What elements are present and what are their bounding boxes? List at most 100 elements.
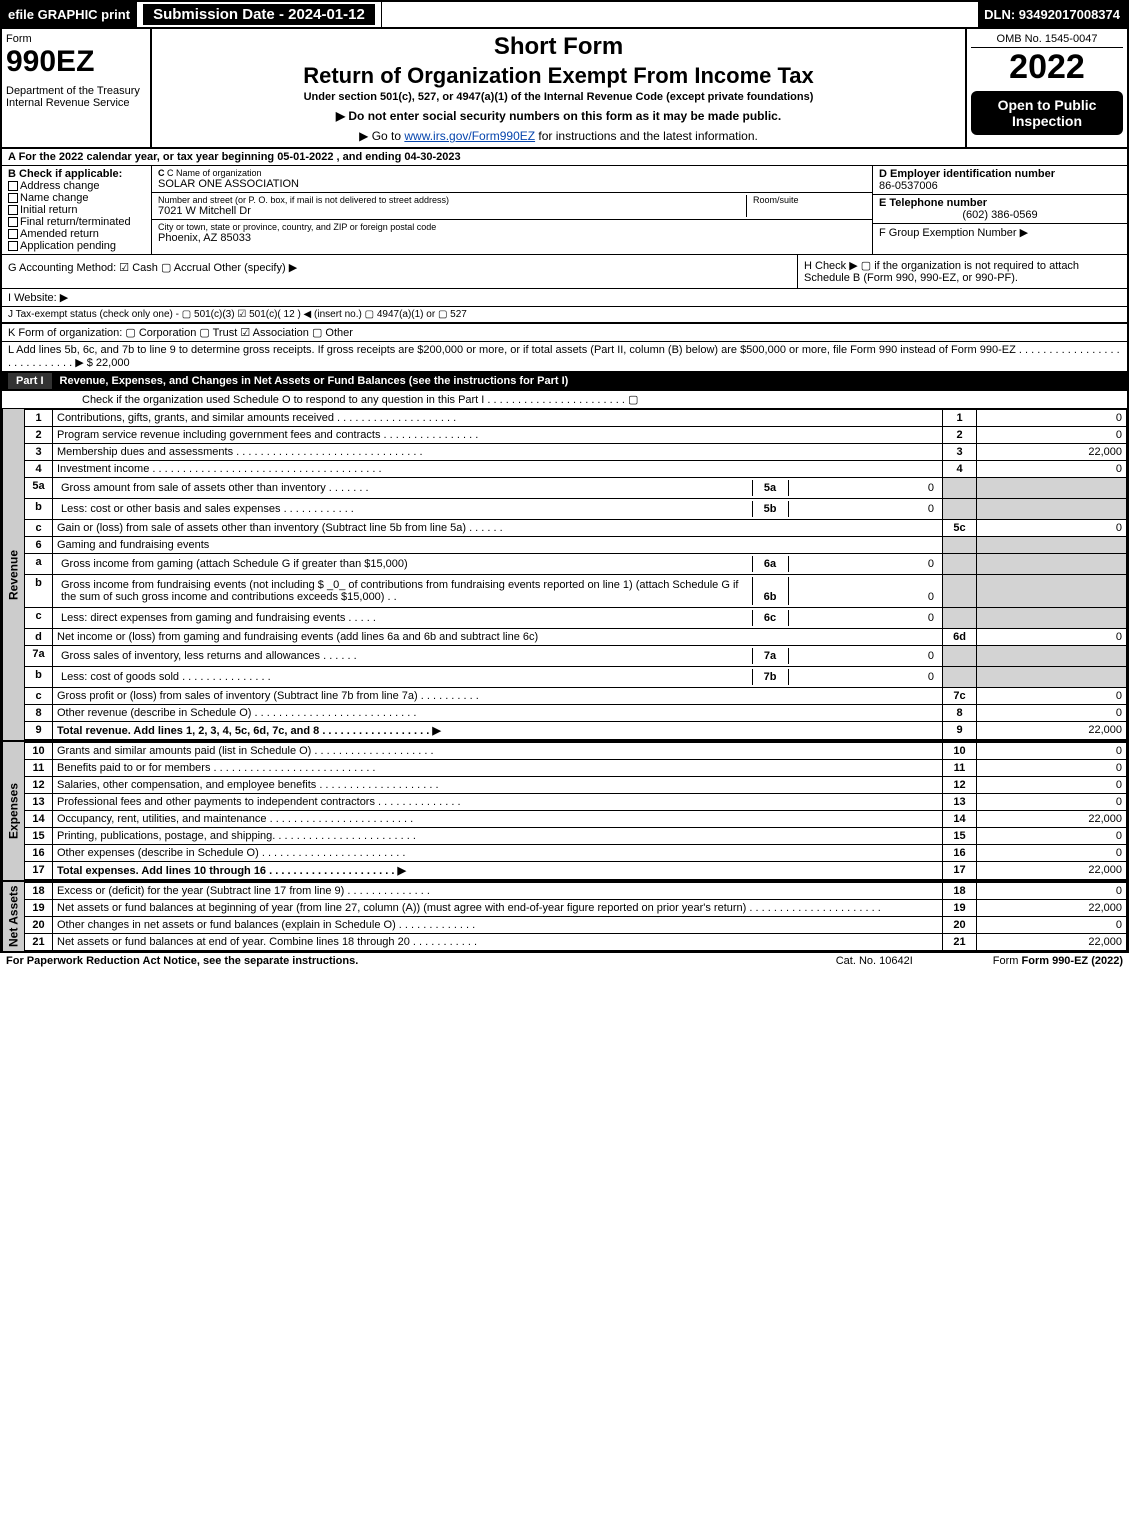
l7b-d: Less: cost of goods sold . . . . . . . .… xyxy=(57,669,752,685)
l7b-n: b xyxy=(25,667,53,688)
l11-n: 11 xyxy=(25,760,53,777)
d-ein-val: 86-0537006 xyxy=(879,180,1121,192)
revenue-table: 1Contributions, gifts, grants, and simil… xyxy=(24,409,1127,740)
l15-r: 15 xyxy=(943,828,977,845)
l6b-ag xyxy=(977,575,1127,608)
l3-n: 3 xyxy=(25,444,53,461)
l10-d: Grants and similar amounts paid (list in… xyxy=(53,743,943,760)
c-name-lbl-text: C Name of organization xyxy=(167,168,262,178)
b-label: B Check if applicable: xyxy=(8,168,145,180)
b-item-0[interactable]: Address change xyxy=(8,180,145,192)
l7b-rg xyxy=(943,667,977,688)
b-item-1[interactable]: Name change xyxy=(8,192,145,204)
l5a-row: Gross amount from sale of assets other t… xyxy=(53,478,943,499)
l7c-r: 7c xyxy=(943,688,977,705)
b-item-3[interactable]: Final return/terminated xyxy=(8,216,145,228)
l5a-ag xyxy=(977,478,1127,499)
l18-d: Excess or (deficit) for the year (Subtra… xyxy=(53,883,943,900)
l6d-n: d xyxy=(25,629,53,646)
l6d-r: 6d xyxy=(943,629,977,646)
b-item-5[interactable]: Application pending xyxy=(8,240,145,252)
b-item-1-lbl: Name change xyxy=(20,192,89,204)
l1-r: 1 xyxy=(943,410,977,427)
netassets-label: Net Assets xyxy=(2,882,24,951)
form-code: 990EZ xyxy=(6,45,146,79)
l9-a: 22,000 xyxy=(977,722,1127,740)
revenue-label: Revenue xyxy=(2,409,24,740)
l7a-rg xyxy=(943,646,977,667)
room-suite: Room/suite xyxy=(746,195,866,217)
l5a-n: 5a xyxy=(25,478,53,499)
l7b-iv: 0 xyxy=(788,669,938,685)
l12-r: 12 xyxy=(943,777,977,794)
l19-r: 19 xyxy=(943,900,977,917)
l6a-ag xyxy=(977,554,1127,575)
l12-d: Salaries, other compensation, and employ… xyxy=(53,777,943,794)
l17-r: 17 xyxy=(943,862,977,880)
l16-a: 0 xyxy=(977,845,1127,862)
l9-n: 9 xyxy=(25,722,53,740)
sub2b-pre: ▶ Go to xyxy=(359,129,404,143)
l7a-il: 7a xyxy=(752,648,788,664)
b-item-2[interactable]: Initial return xyxy=(8,204,145,216)
l7b-ag xyxy=(977,667,1127,688)
g-h-row: G Accounting Method: ☑ Cash ▢ Accrual Ot… xyxy=(2,254,1127,288)
l19-a: 22,000 xyxy=(977,900,1127,917)
b-item-4-lbl: Amended return xyxy=(20,228,99,240)
l13-d: Professional fees and other payments to … xyxy=(53,794,943,811)
netassets-section: Net Assets 18Excess or (deficit) for the… xyxy=(2,880,1127,951)
l5a-rg xyxy=(943,478,977,499)
l9-r: 9 xyxy=(943,722,977,740)
c-city: City or town, state or province, country… xyxy=(152,220,872,246)
l6c-rg xyxy=(943,608,977,629)
efile-print[interactable]: efile GRAPHIC print xyxy=(2,2,137,27)
l6a-row: Gross income from gaming (attach Schedul… xyxy=(53,554,943,575)
l6b-n: b xyxy=(25,575,53,608)
form-990ez: efile GRAPHIC print Submission Date - 20… xyxy=(0,0,1129,953)
col-D: D Employer identification number 86-0537… xyxy=(872,166,1127,254)
l6d-a: 0 xyxy=(977,629,1127,646)
l9-d: Total revenue. Add lines 1, 2, 3, 4, 5c,… xyxy=(53,722,943,740)
l17-d: Total expenses. Add lines 10 through 16 … xyxy=(53,862,943,880)
l8-r: 8 xyxy=(943,705,977,722)
l8-d: Other revenue (describe in Schedule O) .… xyxy=(53,705,943,722)
footer-mid: Cat. No. 10642I xyxy=(836,955,913,967)
l10-a: 0 xyxy=(977,743,1127,760)
l5a-iv: 0 xyxy=(788,480,938,496)
l6a-rg xyxy=(943,554,977,575)
l15-n: 15 xyxy=(25,828,53,845)
short-form: Short Form xyxy=(156,33,961,61)
l5c-r: 5c xyxy=(943,520,977,537)
l17-n: 17 xyxy=(25,862,53,880)
l19-d: Net assets or fund balances at beginning… xyxy=(53,900,943,917)
l6-rg xyxy=(943,537,977,554)
l7a-ag xyxy=(977,646,1127,667)
form-title: Return of Organization Exempt From Incom… xyxy=(156,63,961,89)
l6a-d: Gross income from gaming (attach Schedul… xyxy=(57,556,752,572)
col-C: C C Name of organization SOLAR ONE ASSOC… xyxy=(152,166,872,254)
l6c-ag xyxy=(977,608,1127,629)
l6b-il: 6b xyxy=(752,577,788,605)
part-1-header: Part I Revenue, Expenses, and Changes in… xyxy=(2,371,1127,391)
part-1-title: Revenue, Expenses, and Changes in Net As… xyxy=(60,375,569,387)
b-item-4[interactable]: Amended return xyxy=(8,228,145,240)
l16-d: Other expenses (describe in Schedule O) … xyxy=(53,845,943,862)
l15-a: 0 xyxy=(977,828,1127,845)
l6a-il: 6a xyxy=(752,556,788,572)
l6-ag xyxy=(977,537,1127,554)
l5b-iv: 0 xyxy=(788,501,938,517)
irs-link[interactable]: www.irs.gov/Form990EZ xyxy=(404,129,535,143)
subtitle-1: Under section 501(c), 527, or 4947(a)(1)… xyxy=(156,91,961,103)
b-item-0-lbl: Address change xyxy=(20,180,100,192)
i-website: I Website: ▶ xyxy=(2,288,1127,306)
l17-a: 22,000 xyxy=(977,862,1127,880)
l4-a: 0 xyxy=(977,461,1127,478)
submission-wrap: Submission Date - 2024-01-12 xyxy=(137,2,382,27)
l6b-d: Gross income from fundraising events (no… xyxy=(57,577,752,605)
e-phone: E Telephone number (602) 386-0569 xyxy=(873,195,1127,224)
l18-r: 18 xyxy=(943,883,977,900)
l11-d: Benefits paid to or for members . . . . … xyxy=(53,760,943,777)
l16-n: 16 xyxy=(25,845,53,862)
form-word: Form xyxy=(6,33,146,45)
open-public: Open to Public Inspection xyxy=(971,91,1123,135)
